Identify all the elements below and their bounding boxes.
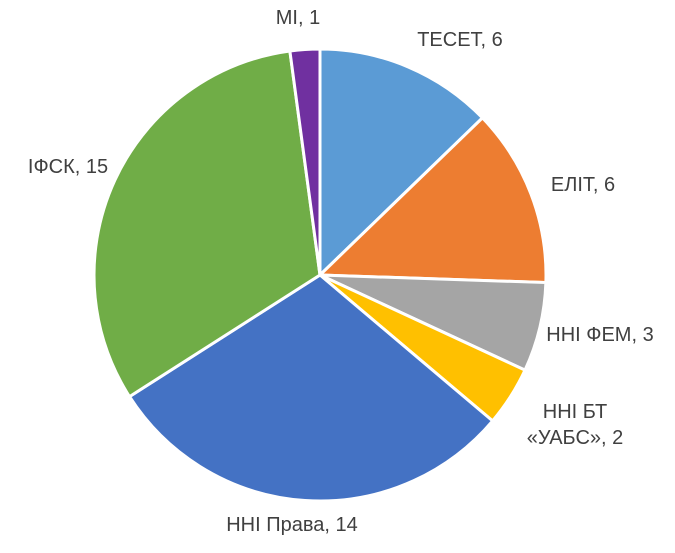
data-label: ННІ БТ «УАБС», 2: [526, 401, 624, 449]
data-label: ЕЛІТ, 6: [550, 174, 616, 196]
data-label: ТЕСЕТ, 6: [417, 29, 503, 51]
pie-slice: [316, 115, 548, 285]
pie-slice: [92, 49, 322, 399]
data-label: ІФСК, 15: [27, 156, 109, 178]
data-label: МІ, 1: [275, 7, 321, 29]
pie-slice: [127, 273, 495, 503]
pie-slice: [288, 47, 322, 276]
data-label: ННІ ФЕМ, 3: [546, 324, 654, 346]
pie-slice: [318, 47, 485, 279]
data-label: ННІ Права, 14: [226, 514, 358, 536]
